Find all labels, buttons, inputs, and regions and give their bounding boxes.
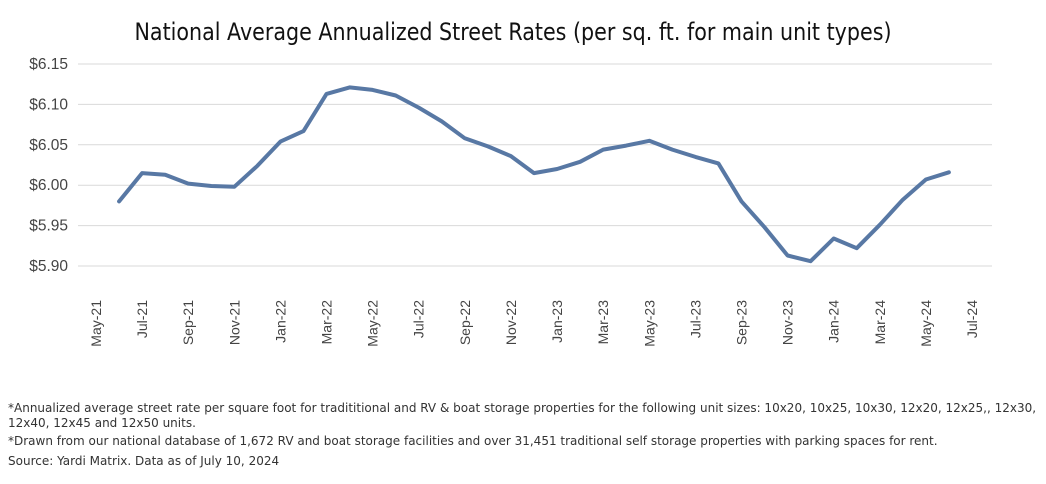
footnote-database: *Drawn from our national database of 1,6…	[8, 434, 938, 448]
y-tick-label: $5.90	[29, 258, 68, 275]
x-tick-label: Jul-22	[411, 300, 427, 338]
footnote-unit-sizes: *Annualized average street rate per squa…	[8, 401, 1037, 430]
y-tick-label: $6.10	[29, 96, 68, 113]
x-tick-label: Sep-23	[733, 300, 749, 345]
x-tick-label: May-24	[918, 300, 934, 347]
x-tick-label: Jan-24	[826, 300, 842, 343]
x-tick-label: May-21	[88, 300, 104, 347]
x-tick-label: Nov-23	[780, 300, 796, 345]
x-tick-label: Jan-22	[272, 300, 288, 343]
chart-title: National Average Annualized Street Rates…	[134, 18, 892, 46]
x-tick-label: Nov-21	[226, 300, 242, 345]
y-axis-ticks: $5.90 $5.95 $6.00 $6.05 $6.10 $6.15	[29, 56, 68, 275]
x-tick-label: Sep-21	[180, 300, 196, 345]
x-tick-label: Mar-22	[319, 300, 335, 345]
x-tick-label: Nov-22	[503, 300, 519, 345]
series-line	[117, 85, 951, 264]
line-chart: $5.90 $5.95 $6.00 $6.05 $6.10 $6.15 May-21 Jul…	[29, 56, 992, 347]
y-tick-label: $6.00	[29, 177, 68, 194]
x-tick-label: Jul-23	[687, 300, 703, 338]
x-tick-label: May-22	[365, 300, 381, 347]
x-axis-ticks: May-21 Jul-21 Sep-21 Nov-21 Jan-22 Mar-22 May-…	[88, 300, 980, 347]
y-tick-label: $6.15	[29, 56, 68, 73]
x-tick-label: Jul-24	[964, 300, 980, 338]
x-tick-label: Jan-23	[549, 300, 565, 343]
x-tick-label: May-23	[641, 300, 657, 347]
gridlines	[78, 63, 992, 267]
x-tick-label: Jul-21	[134, 300, 150, 338]
y-tick-label: $5.95	[29, 218, 68, 235]
x-tick-label: Mar-23	[595, 300, 611, 345]
x-tick-label: Sep-22	[457, 300, 473, 345]
x-tick-label: Mar-24	[872, 300, 888, 345]
series-layer	[117, 85, 951, 264]
source-note: Source: Yardi Matrix. Data as of July 10…	[8, 454, 280, 468]
y-tick-label: $6.05	[29, 137, 68, 154]
